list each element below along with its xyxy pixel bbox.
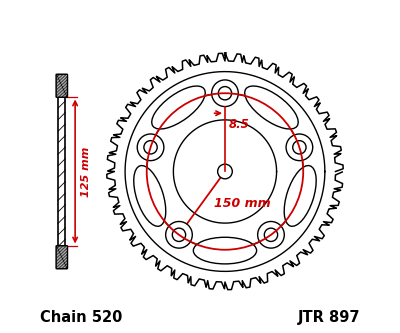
- FancyBboxPatch shape: [56, 246, 68, 269]
- FancyBboxPatch shape: [56, 74, 68, 97]
- Circle shape: [218, 164, 232, 179]
- Circle shape: [137, 134, 164, 161]
- Ellipse shape: [134, 166, 166, 226]
- Circle shape: [172, 228, 186, 241]
- Circle shape: [166, 221, 192, 248]
- Text: 8.5: 8.5: [229, 118, 250, 131]
- Ellipse shape: [284, 166, 316, 226]
- Circle shape: [293, 141, 306, 154]
- Text: Chain 520: Chain 520: [40, 310, 122, 325]
- Circle shape: [258, 221, 284, 248]
- Ellipse shape: [193, 237, 257, 264]
- Circle shape: [212, 80, 238, 107]
- Ellipse shape: [245, 86, 298, 129]
- Ellipse shape: [152, 86, 205, 129]
- Circle shape: [144, 141, 157, 154]
- Circle shape: [218, 87, 232, 100]
- Circle shape: [286, 134, 313, 161]
- Text: JTR 897: JTR 897: [297, 310, 360, 325]
- Circle shape: [264, 228, 278, 241]
- Text: 125 mm: 125 mm: [81, 146, 91, 197]
- Text: 150 mm: 150 mm: [214, 197, 271, 210]
- Bar: [58, 97, 66, 246]
